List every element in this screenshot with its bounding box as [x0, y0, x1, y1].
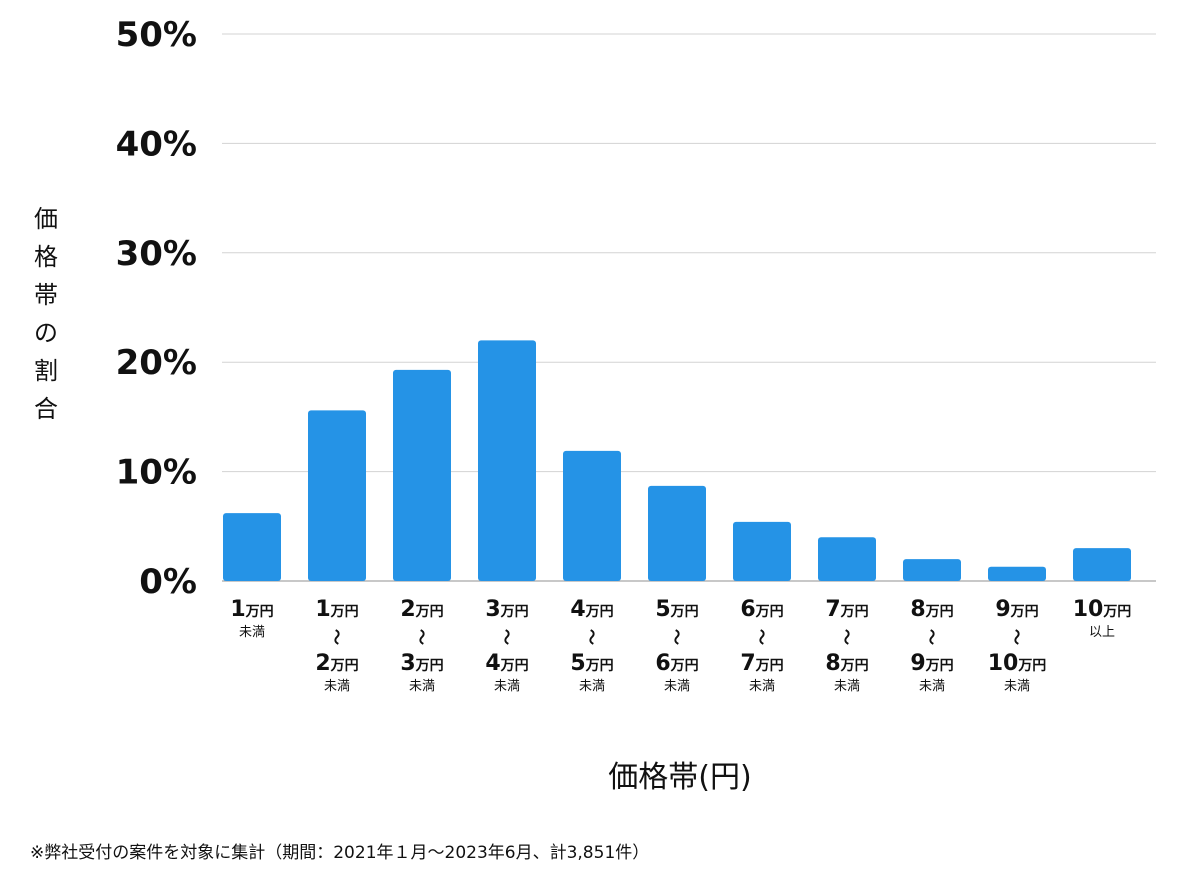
x-tick-range-mark: 〜	[837, 629, 856, 645]
x-axis-label: 価格帯(円)	[608, 760, 752, 795]
x-tick-value: 9万円	[910, 651, 953, 676]
x-tick-labels: 1万円未満1万円〜2万円未満2万円〜3万円未満3万円〜4万円未満4万円〜5万円未…	[230, 597, 1131, 694]
y-tick-label: 20%	[116, 343, 197, 383]
x-tick-value: 3万円	[485, 597, 528, 622]
x-tick-range-mark: 〜	[582, 629, 601, 645]
x-tick-value: 2万円	[400, 597, 443, 622]
footnote: ※弊社受付の案件を対象に集計（期間：2021年１月〜2023年6月、計3,851…	[30, 843, 650, 863]
x-tick-value: 5万円	[570, 651, 613, 676]
y-tick-label: 30%	[116, 234, 197, 274]
y-axis-label-char: 合	[34, 395, 58, 423]
bar	[1073, 548, 1131, 581]
x-tick-value: 2万円	[315, 651, 358, 676]
y-axis-label-char: 価	[34, 205, 58, 233]
x-tick-sub: 以上	[1089, 625, 1115, 640]
bar	[733, 521, 791, 581]
y-axis-label-char: 帯	[34, 281, 58, 309]
bar	[563, 450, 621, 581]
x-tick-value: 8万円	[825, 651, 868, 676]
x-tick-value: 10万円	[1073, 597, 1132, 622]
x-tick-range-mark: 〜	[922, 629, 941, 645]
x-tick-value: 6万円	[740, 597, 783, 622]
bar	[988, 566, 1046, 581]
x-tick-sub: 未満	[834, 679, 860, 694]
x-tick-value: 4万円	[485, 651, 528, 676]
x-tick-value: 1万円	[315, 597, 358, 622]
x-tick-value: 8万円	[910, 597, 953, 622]
x-tick-sub: 未満	[664, 679, 690, 694]
y-tick-label: 50%	[116, 15, 197, 55]
y-tick-label: 10%	[116, 453, 197, 493]
x-tick-range-mark: 〜	[497, 629, 516, 645]
x-tick-value: 7万円	[825, 597, 868, 622]
y-axis-label-char: 格	[34, 243, 58, 271]
bar	[393, 369, 451, 581]
x-tick-value: 4万円	[570, 597, 613, 622]
x-tick-sub: 未満	[239, 625, 265, 640]
x-tick-sub: 未満	[1004, 679, 1030, 694]
y-axis-label-char: 割	[34, 357, 58, 385]
x-tick-sub: 未満	[749, 679, 775, 694]
bar	[903, 559, 961, 581]
x-tick-sub: 未満	[494, 679, 520, 694]
x-tick-value: 10万円	[988, 651, 1047, 676]
x-tick-sub: 未満	[324, 679, 350, 694]
x-tick-value: 7万円	[740, 651, 783, 676]
x-tick-sub: 未満	[919, 679, 945, 694]
x-tick-value: 9万円	[995, 597, 1038, 622]
x-tick-value: 1万円	[230, 597, 273, 622]
y-axis-label-char: の	[34, 319, 58, 347]
bar	[648, 485, 706, 581]
x-tick-value: 6万円	[655, 651, 698, 676]
y-tick-label: 0%	[139, 562, 197, 602]
x-tick-sub: 未満	[409, 679, 435, 694]
y-tick-labels: 0% 10% 20% 30% 40% 50%	[116, 15, 197, 602]
x-tick-range-mark: 〜	[752, 629, 771, 645]
bar	[223, 513, 281, 581]
x-tick-range-mark: 〜	[667, 629, 686, 645]
bar	[308, 410, 366, 581]
x-tick-sub: 未満	[579, 679, 605, 694]
x-tick-value: 5万円	[655, 597, 698, 622]
bars	[223, 340, 1131, 581]
y-axis-label: 価格帯の割合	[28, 200, 64, 428]
y-tick-label: 40%	[116, 124, 197, 164]
x-tick-range-mark: 〜	[327, 629, 346, 645]
bar	[478, 340, 536, 581]
x-tick-value: 3万円	[400, 651, 443, 676]
x-tick-range-mark: 〜	[412, 629, 431, 645]
bar	[818, 537, 876, 581]
x-tick-range-mark: 〜	[1007, 629, 1026, 645]
